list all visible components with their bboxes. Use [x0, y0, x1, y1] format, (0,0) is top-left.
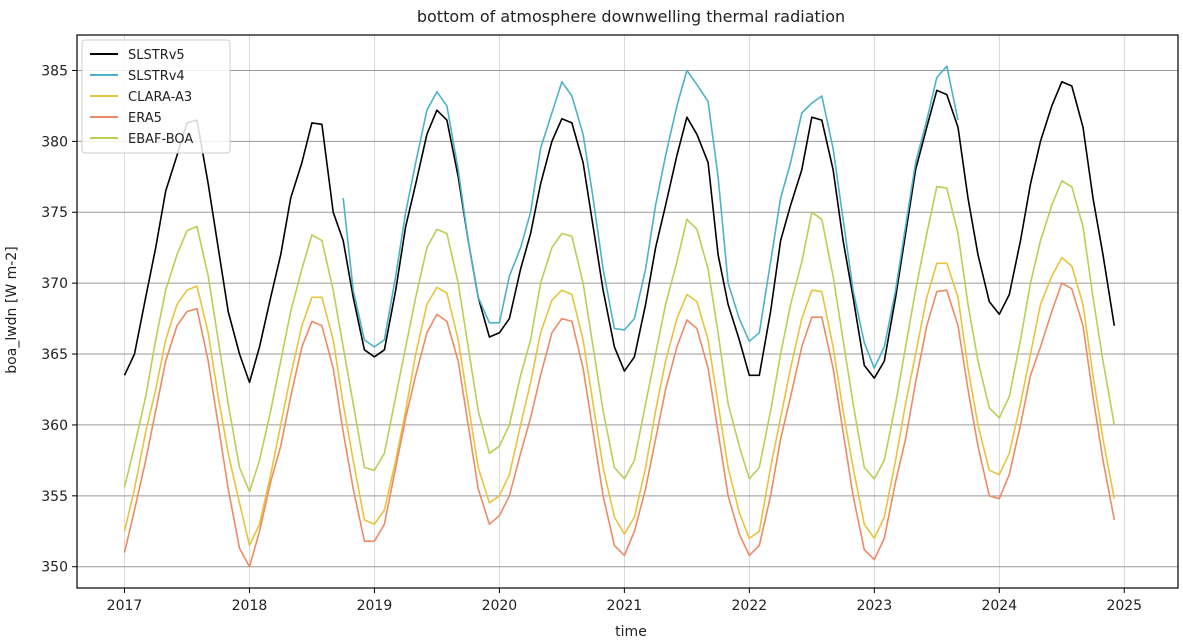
x-tick-label: 2020	[482, 598, 518, 614]
legend-label: SLSTRv4	[128, 69, 185, 84]
y-tick-label: 365	[41, 347, 68, 363]
x-tick-label: 2024	[981, 598, 1017, 614]
y-tick-label: 360	[41, 418, 68, 434]
y-tick-label: 380	[41, 134, 68, 150]
y-tick-label: 370	[41, 276, 68, 292]
y-tick-labels: 350 355 360 365 370 375 380 385	[41, 63, 68, 575]
legend-box	[81, 39, 231, 154]
y-axis-title: boa_lwdn [W m-2]	[4, 246, 20, 373]
plot-frame	[76, 34, 1179, 589]
x-tick-label: 2025	[1106, 598, 1142, 614]
legend: SLSTRv5 SLSTRv4 CLARA-A3 ERA5 EBAF-BOA	[81, 39, 231, 154]
grid	[77, 35, 1178, 588]
legend-label: CLARA-A3	[128, 90, 192, 105]
series-line-slstrv4	[342, 65, 959, 369]
series-line-era5	[123, 282, 1116, 568]
x-axis-title: time	[615, 624, 647, 640]
series-line-ebaf-boa	[123, 180, 1116, 493]
x-tick-label: 2023	[856, 598, 892, 614]
series-line-slstrv5	[123, 81, 1116, 384]
series-line-clara-a3	[123, 256, 1116, 547]
y-tick-label: 375	[41, 205, 68, 221]
legend-label: EBAF-BOA	[128, 132, 193, 147]
legend-label: ERA5	[128, 111, 162, 126]
x-tick-label: 2018	[232, 598, 268, 614]
x-tick-label: 2017	[107, 598, 143, 614]
x-tick-label: 2019	[357, 598, 393, 614]
x-tick-label: 2021	[607, 598, 643, 614]
x-tick-label: 2022	[732, 598, 768, 614]
series-lines	[123, 65, 1116, 568]
chart-title: bottom of atmosphere downwelling thermal…	[417, 7, 845, 26]
legend-label: SLSTRv5	[128, 48, 185, 63]
y-tick-label: 385	[41, 63, 68, 79]
y-tick-label: 350	[41, 560, 68, 576]
y-tick-label: 355	[41, 489, 68, 505]
axis-ticks	[72, 69, 1125, 593]
x-tick-labels: 2017 2018 2019 2020 2021 2022 2023 2024 2025	[107, 598, 1142, 614]
